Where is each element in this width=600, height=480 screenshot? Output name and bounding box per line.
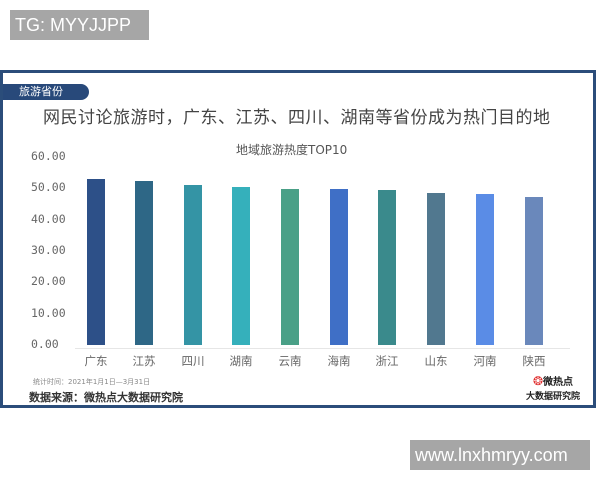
bar — [378, 189, 396, 345]
bar — [476, 193, 494, 345]
x-tick-label: 河南 — [473, 354, 497, 368]
chart-title: 地域旅游热度TOP10 — [236, 143, 348, 157]
headline: 网民讨论旅游时，广东、江苏、四川、湖南等省份成为热门目的地 — [43, 108, 551, 128]
x-tick-label: 江苏 — [132, 354, 156, 368]
logo-text-1: 微热点 — [543, 377, 574, 388]
x-tick-label: 海南 — [327, 354, 351, 368]
x-tick-label: 山东 — [424, 354, 448, 368]
x-tick-label: 四川 — [181, 354, 205, 368]
bar — [330, 188, 348, 345]
brand-logo: ❂微热点 大数据研究院 — [513, 373, 593, 402]
chart-card: 旅游省份 网民讨论旅游时，广东、江苏、四川、湖南等省份成为热门目的地 地域旅游热… — [0, 70, 596, 408]
y-tick-label: 10.00 — [31, 305, 66, 320]
watermark-top: TG: MYYJJPP — [10, 10, 149, 40]
y-tick-label: 60.00 — [31, 149, 66, 163]
watermark-bottom: www.lnxhmryy.com — [410, 440, 590, 470]
y-tick-label: 0.00 — [31, 337, 59, 351]
bar — [87, 178, 105, 345]
bar — [135, 180, 153, 345]
section-tag: 旅游省份 — [3, 84, 89, 100]
logo-icon: ❂ — [532, 374, 544, 388]
x-tick-label: 广东 — [84, 354, 108, 368]
data-source: 数据来源：微热点大数据研究院 — [29, 391, 183, 404]
y-tick-label: 40.00 — [31, 211, 66, 226]
y-tick-label: 50.00 — [31, 180, 66, 195]
logo-text-2: 大数据研究院 — [525, 392, 580, 402]
x-axis-line — [75, 348, 570, 349]
bar — [427, 192, 445, 345]
bar — [281, 188, 299, 345]
bar — [525, 196, 543, 345]
x-tick-label: 湖南 — [229, 354, 253, 368]
bar — [232, 186, 250, 345]
y-tick-label: 30.00 — [31, 243, 66, 257]
x-tick-label: 陕西 — [522, 354, 546, 368]
x-tick-label: 云南 — [278, 354, 302, 368]
x-tick-label: 浙江 — [375, 354, 399, 368]
y-tick-label: 20.00 — [31, 274, 66, 289]
stat-period-note: 统计时间：2021年1月1日—3月31日 — [33, 378, 151, 386]
bar — [184, 184, 202, 345]
